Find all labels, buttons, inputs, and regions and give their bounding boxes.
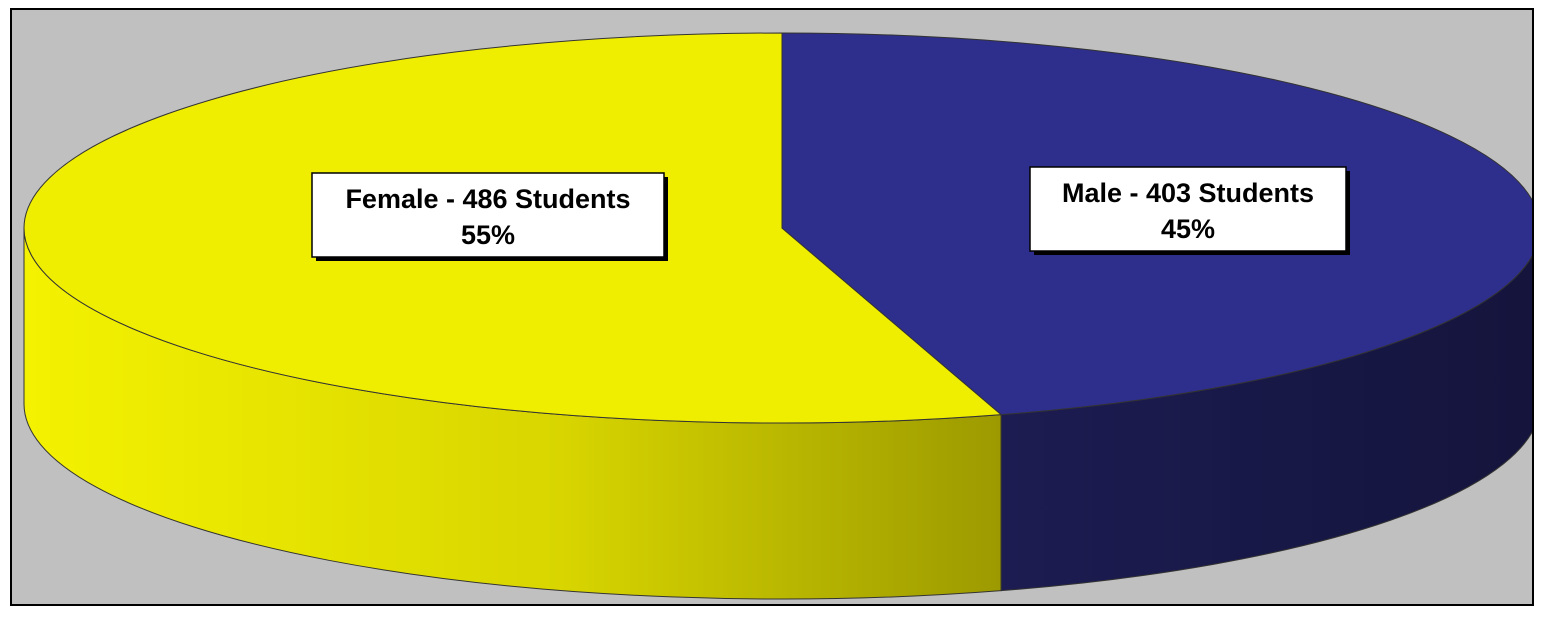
chart-area: Female - 486 Students 55% Male - 403 Stu…: [10, 8, 1534, 606]
label-male-name: Male - 403 Students: [1062, 178, 1314, 208]
label-male-box: [1029, 166, 1347, 252]
label-male-percent: 45%: [1161, 214, 1215, 244]
pie-chart: Female - 486 Students 55% Male - 403 Stu…: [23, 32, 1532, 600]
label-male: Male - 403 Students 45%: [1029, 166, 1350, 255]
label-female: Female - 486 Students 55%: [311, 172, 668, 261]
pie-labels: Female - 486 Students 55% Male - 403 Stu…: [311, 166, 1350, 261]
label-female-percent: 55%: [461, 220, 515, 250]
label-female-box: [311, 172, 665, 258]
label-female-name: Female - 486 Students: [345, 184, 630, 214]
